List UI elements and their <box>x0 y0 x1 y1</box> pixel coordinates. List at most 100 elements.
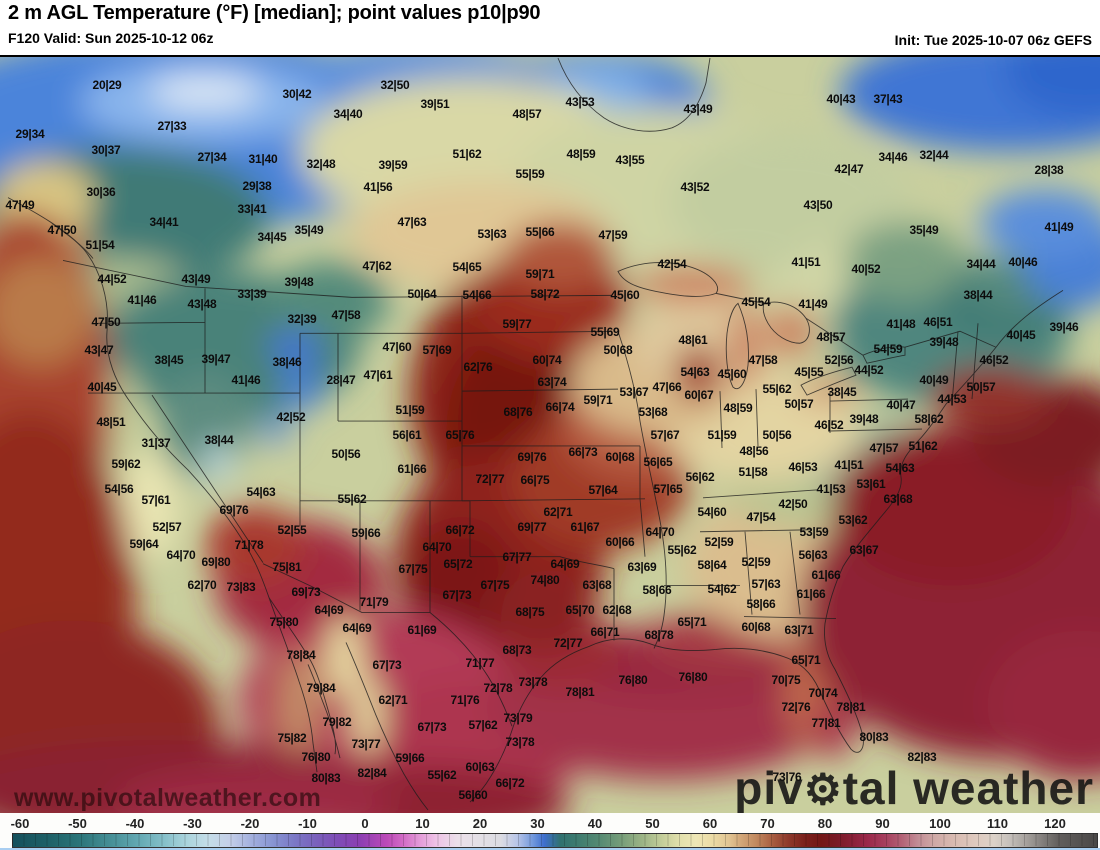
point-value: 57|63 <box>751 577 781 591</box>
point-value: 77|81 <box>811 716 841 730</box>
point-value: 27|33 <box>157 119 187 133</box>
point-value: 67|75 <box>398 562 428 576</box>
point-value: 75|82 <box>277 731 307 745</box>
colorbar-gradient <box>12 833 1098 848</box>
point-value: 37|43 <box>873 92 903 106</box>
point-value: 52|59 <box>741 555 771 569</box>
point-value: 59|71 <box>583 393 613 407</box>
point-value: 41|46 <box>231 373 261 387</box>
borders-layer <box>8 58 1063 810</box>
point-value: 66|72 <box>445 523 475 537</box>
temperature-blobs <box>0 57 1100 813</box>
point-value: 79|82 <box>322 715 352 729</box>
point-value: 50|64 <box>407 287 437 301</box>
point-value: 40|52 <box>851 262 881 276</box>
point-value: 53|63 <box>477 227 507 241</box>
point-value: 32|50 <box>380 78 410 92</box>
point-value: 59|62 <box>111 457 141 471</box>
point-value: 62|70 <box>187 578 217 592</box>
point-value: 69|76 <box>219 503 249 517</box>
point-value: 61|66 <box>811 568 841 582</box>
point-value: 50|56 <box>331 447 361 461</box>
point-value: 45|60 <box>610 288 640 302</box>
point-value: 47|61 <box>363 368 393 382</box>
point-value: 42|50 <box>778 497 808 511</box>
point-value: 52|55 <box>277 523 307 537</box>
point-value: 72|77 <box>475 472 505 486</box>
point-value: 48|59 <box>723 401 753 415</box>
colorbar-tick-label: -30 <box>183 816 202 831</box>
point-value: 76|80 <box>618 673 648 687</box>
point-value: 30|36 <box>86 185 116 199</box>
point-value: 41|56 <box>363 180 393 194</box>
colorbar-tick-label: 90 <box>875 816 890 831</box>
point-value: 58|72 <box>530 287 560 301</box>
point-value: 46|52 <box>979 353 1009 367</box>
point-value: 66|75 <box>520 473 550 487</box>
point-value: 57|67 <box>650 428 680 442</box>
point-value: 62|71 <box>378 693 408 707</box>
point-value: 80|83 <box>859 730 889 744</box>
point-value: 41|53 <box>816 482 846 496</box>
point-value: 64|69 <box>314 603 344 617</box>
point-value: 73|78 <box>518 675 548 689</box>
point-value: 62|68 <box>602 603 632 617</box>
point-value: 55|59 <box>515 167 545 181</box>
point-value: 35|49 <box>294 223 324 237</box>
point-value: 59|66 <box>395 751 425 765</box>
point-value: 47|63 <box>397 215 427 229</box>
colorbar-tick-label: -20 <box>240 816 260 831</box>
point-value: 55|62 <box>667 543 697 557</box>
point-value: 67|73 <box>417 720 447 734</box>
brand-text-pre: piv <box>734 761 804 814</box>
point-value: 54|59 <box>873 342 903 356</box>
colorbar-tick-label: 80 <box>817 816 833 831</box>
point-value: 45|54 <box>741 295 771 309</box>
point-value: 29|34 <box>15 127 45 141</box>
point-value: 67|77 <box>502 550 532 564</box>
point-value: 55|69 <box>590 325 620 339</box>
point-value: 76|80 <box>301 750 331 764</box>
colorbar-tick-label: 100 <box>929 816 951 831</box>
point-value: 41|46 <box>127 293 157 307</box>
point-value: 45|55 <box>794 365 824 379</box>
point-value: 53|59 <box>799 525 829 539</box>
point-value: 51|59 <box>395 403 425 417</box>
colorbar-tick-label: 10 <box>415 816 430 831</box>
point-value: 53|61 <box>856 477 886 491</box>
point-value: 64|69 <box>342 621 372 635</box>
point-value: 47|58 <box>331 308 361 322</box>
point-value: 34|40 <box>333 107 363 121</box>
point-value: 64|70 <box>166 548 196 562</box>
point-value: 32|44 <box>919 148 949 162</box>
point-value: 60|68 <box>605 450 635 464</box>
point-value: 50|68 <box>603 343 633 357</box>
point-value: 27|34 <box>197 150 227 164</box>
point-value: 63|67 <box>849 543 879 557</box>
point-value: 54|62 <box>707 582 737 596</box>
point-value: 61|66 <box>796 587 826 601</box>
point-value: 40|47 <box>886 398 916 412</box>
point-value: 34|46 <box>878 150 908 164</box>
point-value: 41|49 <box>798 297 828 311</box>
point-value: 73|77 <box>351 737 381 751</box>
point-value: 46|53 <box>788 460 818 474</box>
point-value: 31|37 <box>141 436 171 450</box>
point-value: 72|78 <box>483 681 513 695</box>
point-value: 73|79 <box>503 711 533 725</box>
point-value: 54|56 <box>104 482 134 496</box>
point-value: 20|29 <box>92 78 122 92</box>
colorbar-tick-label: 30 <box>530 816 545 831</box>
point-value: 71|78 <box>234 538 264 552</box>
point-value: 34|41 <box>149 215 179 229</box>
point-value: 41|51 <box>791 255 821 269</box>
point-value: 50|57 <box>784 397 814 411</box>
point-value: 60|67 <box>684 388 714 402</box>
point-value: 48|57 <box>816 330 846 344</box>
point-value: 47|59 <box>598 228 628 242</box>
point-value: 61|66 <box>397 462 427 476</box>
watermark-url[interactable]: www.pivotalweather.com <box>14 784 322 812</box>
point-value: 41|49 <box>1044 220 1074 234</box>
point-value: 51|62 <box>908 439 938 453</box>
point-value: 69|80 <box>201 555 231 569</box>
